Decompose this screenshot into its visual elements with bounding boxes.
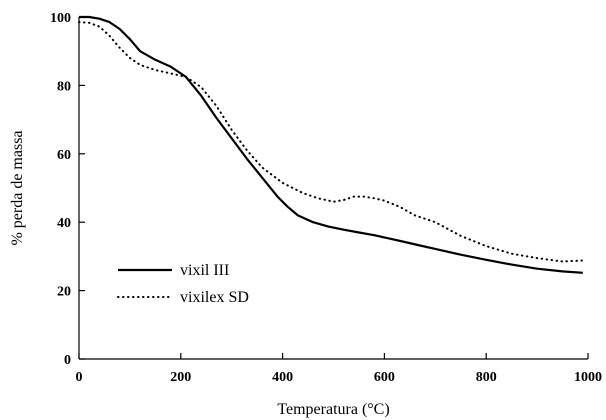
y-tick-label: 80: [57, 79, 71, 94]
y-tick-label: 20: [57, 285, 71, 300]
legend-label: vixil III: [180, 262, 229, 279]
x-tick-label: 800: [476, 370, 497, 385]
x-tick-label: 600: [374, 370, 395, 385]
y-axis-label: % perda de massa: [9, 130, 26, 245]
x-axis-label: Temperatura (°C): [277, 401, 389, 418]
x-tick-label: 1000: [574, 370, 602, 385]
series-line-vixil-iii: [79, 15, 583, 274]
y-tick-label: 40: [57, 216, 71, 231]
y-tick-label: 0: [64, 353, 71, 368]
x-tick-label: 200: [170, 370, 191, 385]
legend-label: vixilex SD: [180, 289, 249, 306]
y-tick-label: 60: [57, 148, 71, 163]
axes: [78, 17, 588, 360]
x-tick-label: 0: [76, 370, 83, 385]
series-line-vixilex-sd: [78, 21, 584, 263]
series-lines: [78, 15, 584, 274]
y-tick-label: 100: [50, 11, 71, 26]
legend: vixil III vixilex SD: [117, 262, 249, 306]
x-tick-label: 400: [272, 370, 293, 385]
